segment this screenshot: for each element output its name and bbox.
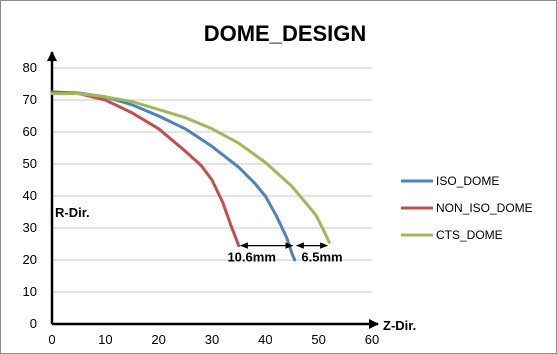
chart-title: DOME_DESIGN [204, 21, 367, 46]
y-tick-label: 70 [23, 92, 37, 107]
x-tick-label: 60 [365, 332, 379, 347]
y-tick-label: 50 [23, 156, 37, 171]
dimension-label-2: 6.5mm [301, 250, 342, 265]
y-axis-label: R-Dir. [55, 205, 90, 220]
y-tick-label: 20 [23, 252, 37, 267]
y-tick-label: 80 [23, 60, 37, 75]
x-tick-label: 20 [151, 332, 165, 347]
y-tick-label: 40 [23, 188, 37, 203]
gridlines [52, 67, 372, 293]
y-tick-labels: 0 10 20 30 40 50 60 70 80 [23, 60, 37, 331]
x-tick-labels: 0 10 20 30 40 50 60 [48, 332, 379, 347]
x-tick-label: 0 [48, 332, 55, 347]
series-lines [50, 90, 331, 262]
dimension-annotations: 10.6mm 6.5mm [227, 242, 343, 265]
y-tick-label: 10 [23, 284, 37, 299]
series-line-cts-dome [50, 92, 331, 244]
y-tick-label: 60 [23, 124, 37, 139]
x-tick-label: 10 [98, 332, 112, 347]
x-tick-label: 40 [258, 332, 272, 347]
y-tick-label: 30 [23, 220, 37, 235]
x-tick-label: 30 [205, 332, 219, 347]
legend-label-iso-dome: ISO_DOME [436, 174, 499, 188]
dimension-label-1: 10.6mm [227, 250, 275, 265]
axes [47, 51, 379, 329]
legend-label-cts-dome: CTS_DOME [436, 228, 503, 242]
x-tick-label: 50 [311, 332, 325, 347]
series-line-non-iso-dome [50, 90, 241, 248]
x-axis-label: Z-Dir. [383, 318, 416, 333]
series-line-iso-dome [50, 90, 297, 262]
legend-label-non-iso-dome: NON_ISO_DOME [436, 201, 533, 215]
legend: ISO_DOME NON_ISO_DOME CTS_DOME [401, 174, 533, 242]
y-tick-label: 0 [30, 316, 37, 331]
